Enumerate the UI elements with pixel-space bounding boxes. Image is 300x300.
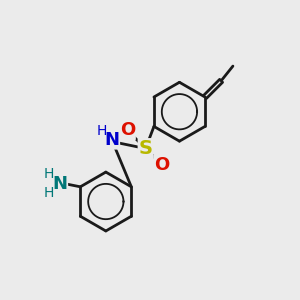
Text: N: N <box>104 131 119 149</box>
Text: O: O <box>120 121 135 139</box>
Text: O: O <box>154 156 170 174</box>
Text: H: H <box>96 124 106 138</box>
Text: H: H <box>43 167 54 182</box>
Text: S: S <box>139 139 153 158</box>
Text: H: H <box>43 186 54 200</box>
Text: N: N <box>52 175 67 193</box>
